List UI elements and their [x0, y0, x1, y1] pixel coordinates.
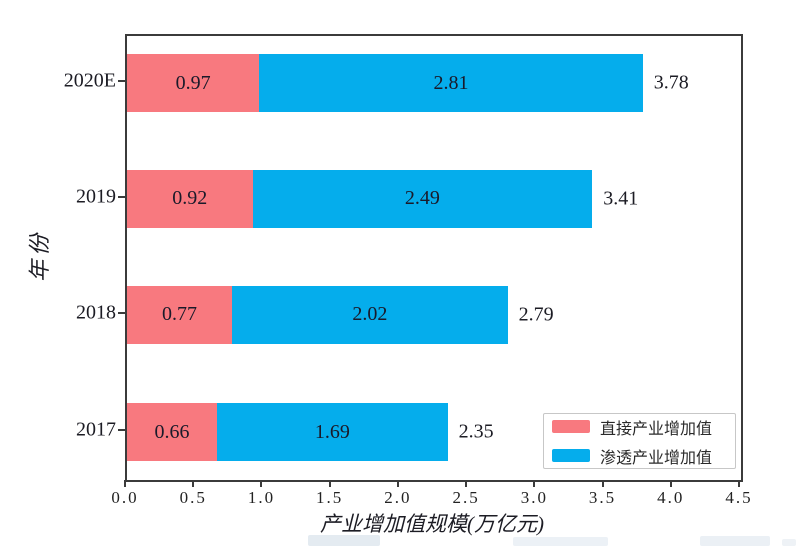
bar-total-label: 2.35 [458, 420, 494, 443]
segment-value-label: 0.92 [172, 187, 208, 210]
y-tick-mark [118, 80, 125, 83]
x-tick-mark [669, 480, 672, 487]
watermark-fragment [308, 535, 380, 546]
x-tick-label-2.0: 2.0 [384, 488, 412, 507]
plot-area: 0.97 2.81 3.78 0.92 2.49 3.41 0.77 2.02 2.79 0.66… [125, 34, 743, 482]
x-tick-mark [465, 480, 468, 487]
segment-value-label: 0.97 [175, 71, 211, 94]
legend-label: 直接产业增加值 [600, 420, 713, 438]
bar-total-label: 2.79 [518, 303, 554, 326]
y-tick-label-2017: 2017 [76, 418, 116, 441]
x-tick-mark [396, 480, 399, 487]
bar-segment-direct: 0.77 [127, 285, 233, 344]
bar-segment-direct: 0.66 [127, 403, 218, 462]
x-tick-label-3.5: 3.5 [588, 488, 617, 507]
segment-value-label: 2.81 [433, 71, 469, 94]
bar-row-2019: 0.92 2.49 [127, 169, 593, 228]
x-tick-mark [328, 480, 331, 487]
y-tick-label-2018: 2018 [76, 301, 116, 324]
legend-swatch [552, 449, 590, 462]
bar-segment-direct: 0.92 [127, 169, 253, 228]
segment-value-label: 2.02 [352, 303, 388, 326]
legend-entry: 渗透产业增加值 [552, 444, 727, 468]
x-tick-label-3.0: 3.0 [520, 488, 548, 507]
bar-segment-penetration: 2.02 [232, 285, 508, 344]
x-tick-mark [192, 480, 195, 487]
watermark-fragment [782, 539, 796, 546]
segment-value-label: 1.69 [314, 420, 350, 443]
legend-label: 渗透产业增加值 [600, 449, 713, 467]
x-tick-label-0.0: 0.0 [111, 488, 139, 507]
x-axis-title: 产业增加值规模(万亿元) [320, 512, 544, 536]
y-axis-title: 年份 [27, 229, 52, 283]
x-tick-mark [124, 480, 126, 487]
bar-segment-penetration: 1.69 [217, 403, 448, 462]
y-tick-mark [118, 195, 125, 198]
segment-value-label: 2.49 [404, 187, 440, 210]
bar-row-2018: 0.77 2.02 [127, 285, 508, 344]
bar-row-2017: 0.66 1.69 [127, 403, 448, 462]
x-tick-mark [601, 480, 604, 487]
x-tick-label-4.0: 4.0 [657, 488, 685, 507]
bar-segment-direct: 0.97 [127, 54, 260, 113]
y-tick-label-2019: 2019 [76, 185, 116, 208]
x-tick-mark [533, 480, 536, 487]
x-tick-label-1.0: 1.0 [247, 488, 276, 507]
x-tick-label-2.5: 2.5 [452, 488, 480, 507]
x-tick-label-1.5: 1.5 [316, 488, 344, 507]
x-tick-label-0.5: 0.5 [179, 488, 207, 507]
y-tick-mark [118, 429, 125, 432]
segment-value-label: 0.77 [162, 303, 198, 326]
x-tick-label-4.5: 4.5 [725, 488, 753, 507]
x-tick-mark [738, 480, 740, 487]
y-tick-label-2020E: 2020E [63, 69, 116, 92]
legend-entry: 直接产业增加值 [552, 415, 727, 439]
chart-legend: 直接产业增加值 渗透产业增加值 [543, 413, 736, 469]
bar-total-label: 3.41 [603, 187, 639, 210]
bar-segment-penetration: 2.49 [252, 169, 593, 228]
bar-row-2020E: 0.97 2.81 [127, 54, 643, 113]
bar-segment-penetration: 2.81 [259, 54, 643, 113]
legend-swatch [552, 420, 590, 433]
x-tick-mark [260, 480, 263, 487]
watermark-fragment [700, 536, 770, 546]
segment-value-label: 0.66 [154, 420, 190, 443]
bar-total-label: 3.78 [653, 71, 689, 94]
watermark-fragment [513, 537, 608, 546]
y-tick-mark [118, 311, 125, 314]
